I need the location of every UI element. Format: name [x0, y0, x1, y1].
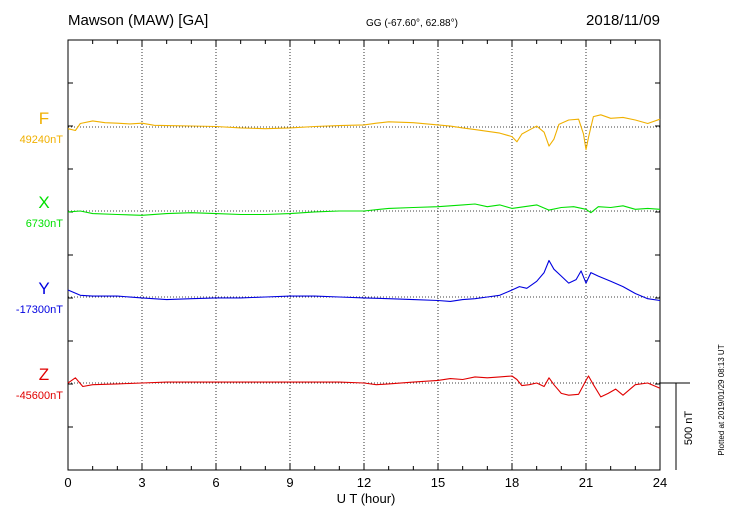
series-line-f — [67, 114, 661, 151]
chart-title: Mawson (MAW) [GA] — [68, 12, 208, 29]
x-tick-label: 6 — [212, 475, 219, 490]
x-tick-label: 3 — [138, 475, 145, 490]
x-tick-label: 15 — [431, 475, 445, 490]
x-ticks: 0 3 6 9 12 15 18 21 24 — [64, 40, 667, 490]
series-line-y — [67, 259, 661, 302]
x-tick-label: 24 — [653, 475, 667, 490]
series-line-x — [67, 203, 661, 216]
series-name-f: F — [39, 109, 49, 128]
series-baseline-y: -17300nT — [16, 304, 63, 316]
scale-bar: 500 nT — [660, 382, 695, 470]
x-tick-label: 12 — [357, 475, 371, 490]
baselines — [68, 126, 660, 384]
x-axis-title: U T (hour) — [337, 491, 396, 506]
series-layer — [67, 114, 661, 398]
plot-frame — [67, 39, 661, 471]
x-tick-label: 9 — [286, 475, 293, 490]
series-baseline-f: 49240nT — [20, 134, 64, 146]
plotted-note: Plotted at 2019/01/29 08:13 UT — [717, 344, 726, 455]
component-labels: F 49240nT X 6730nT Y -17300nT Z -45600nT — [16, 109, 63, 402]
header: Mawson (MAW) [GA] GG (-67.60°, 62.88°) 2… — [68, 12, 660, 29]
series-name-x: X — [38, 193, 49, 212]
x-tick-label: 18 — [505, 475, 519, 490]
scale-bar-label: 500 nT — [683, 411, 695, 446]
series-line-z — [67, 375, 661, 398]
x-tick-label: 21 — [579, 475, 593, 490]
grid — [141, 40, 587, 470]
x-tick-label: 0 — [64, 475, 71, 490]
series-baseline-x: 6730nT — [26, 218, 64, 230]
chart-date: 2018/11/09 — [586, 12, 660, 29]
series-name-z: Z — [39, 365, 49, 384]
chart-subtitle: GG (-67.60°, 62.88°) — [366, 18, 458, 29]
series-baseline-z: -45600nT — [16, 390, 63, 402]
series-name-y: Y — [38, 279, 49, 298]
